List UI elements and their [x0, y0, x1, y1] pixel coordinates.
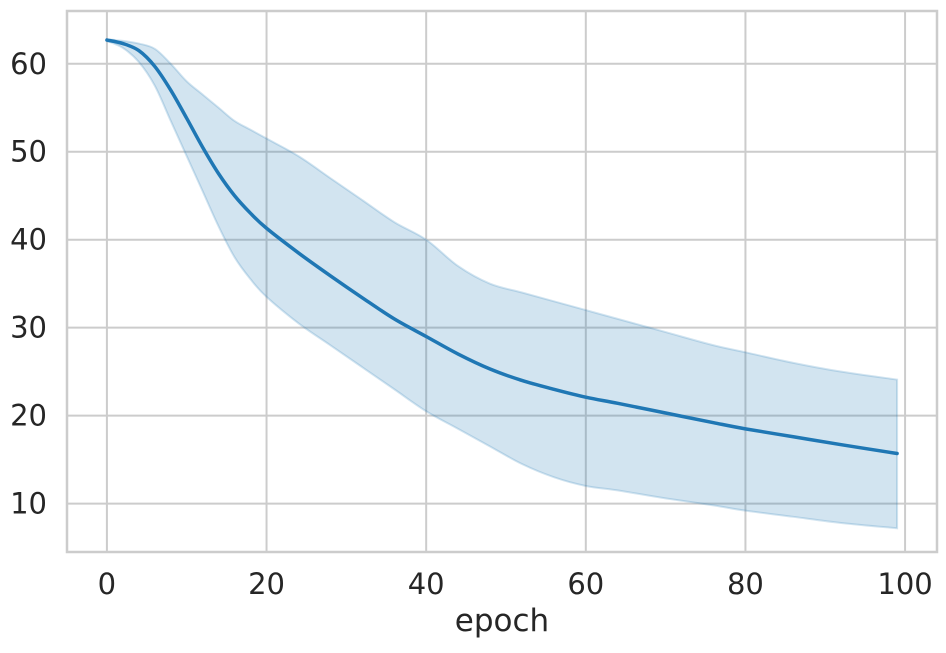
x-tick-label: 20 — [248, 567, 285, 601]
x-tick-label: 60 — [567, 567, 604, 601]
x-tick-labels: 0 20 40 60 80 100 — [98, 567, 933, 601]
plot-frame — [65, 9, 939, 554]
x-tick-label: 100 — [877, 567, 932, 601]
axes-frame — [65, 9, 939, 554]
y-tick-label: 50 — [10, 135, 47, 169]
series-line-layer — [105, 38, 899, 456]
y-tick-label: 10 — [10, 487, 47, 521]
y-tick-label: 60 — [10, 47, 47, 81]
x-tick-label: 40 — [408, 567, 445, 601]
confidence-band — [105, 38, 899, 530]
grid — [67, 11, 937, 552]
confidence-band-layer — [105, 38, 899, 530]
y-tick-label: 30 — [10, 311, 47, 345]
x-axis-label: epoch — [455, 603, 549, 639]
y-tick-label: 40 — [10, 223, 47, 257]
x-tick-label: 0 — [98, 567, 116, 601]
y-tick-labels: 10 20 30 40 50 60 — [10, 47, 47, 521]
x-tick-label: 80 — [727, 567, 764, 601]
series-line — [105, 38, 899, 456]
y-tick-label: 20 — [10, 399, 47, 433]
